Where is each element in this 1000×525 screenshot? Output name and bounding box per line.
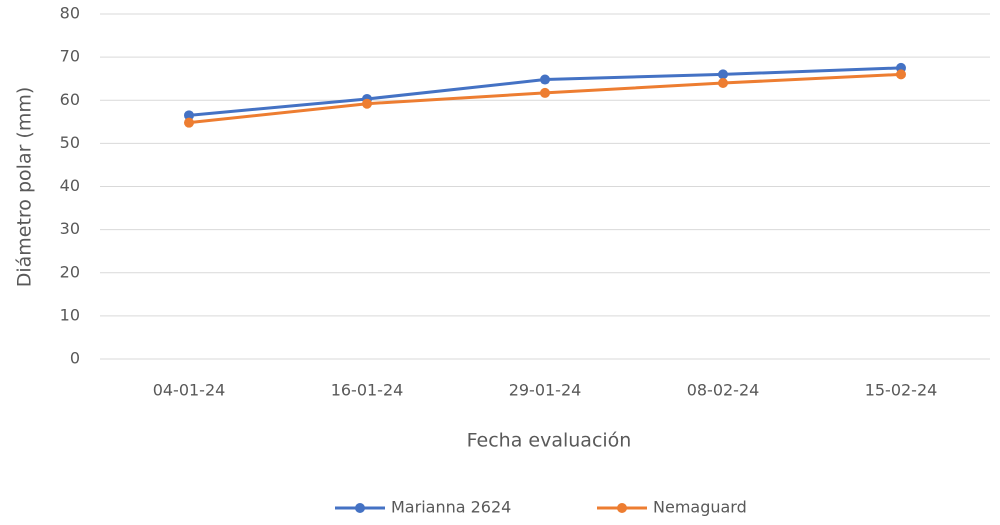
data-point bbox=[184, 110, 194, 121]
legend-label: Nemaguard bbox=[653, 498, 747, 517]
x-tick-label: 29-01-24 bbox=[509, 381, 582, 400]
y-tick-label: 40 bbox=[60, 176, 80, 195]
data-point bbox=[540, 87, 550, 98]
legend-label: Marianna 2624 bbox=[391, 498, 511, 517]
legend-marker bbox=[617, 503, 627, 513]
data-point bbox=[362, 98, 372, 109]
data-point bbox=[718, 69, 728, 80]
data-point bbox=[184, 117, 194, 128]
x-tick-label: 08-02-24 bbox=[687, 381, 760, 400]
data-point bbox=[540, 74, 550, 85]
data-point bbox=[896, 69, 906, 80]
x-axis-title: Fecha evaluación bbox=[467, 430, 632, 452]
x-tick-label: 16-01-24 bbox=[331, 381, 404, 400]
data-point bbox=[718, 78, 728, 88]
y-tick-label: 20 bbox=[60, 262, 80, 281]
legend-marker bbox=[355, 503, 365, 513]
y-tick-label: 70 bbox=[60, 47, 80, 66]
y-tick-label: 50 bbox=[60, 133, 80, 152]
y-tick-label: 30 bbox=[60, 219, 80, 238]
x-tick-label: 15-02-24 bbox=[865, 381, 938, 400]
y-tick-label: 80 bbox=[60, 4, 80, 23]
y-tick-label: 10 bbox=[60, 305, 80, 324]
x-tick-label: 04-01-24 bbox=[153, 381, 226, 400]
y-axis-title: Diámetro polar (mm) bbox=[14, 87, 36, 288]
y-tick-label: 0 bbox=[70, 349, 80, 368]
y-tick-label: 60 bbox=[60, 90, 80, 109]
